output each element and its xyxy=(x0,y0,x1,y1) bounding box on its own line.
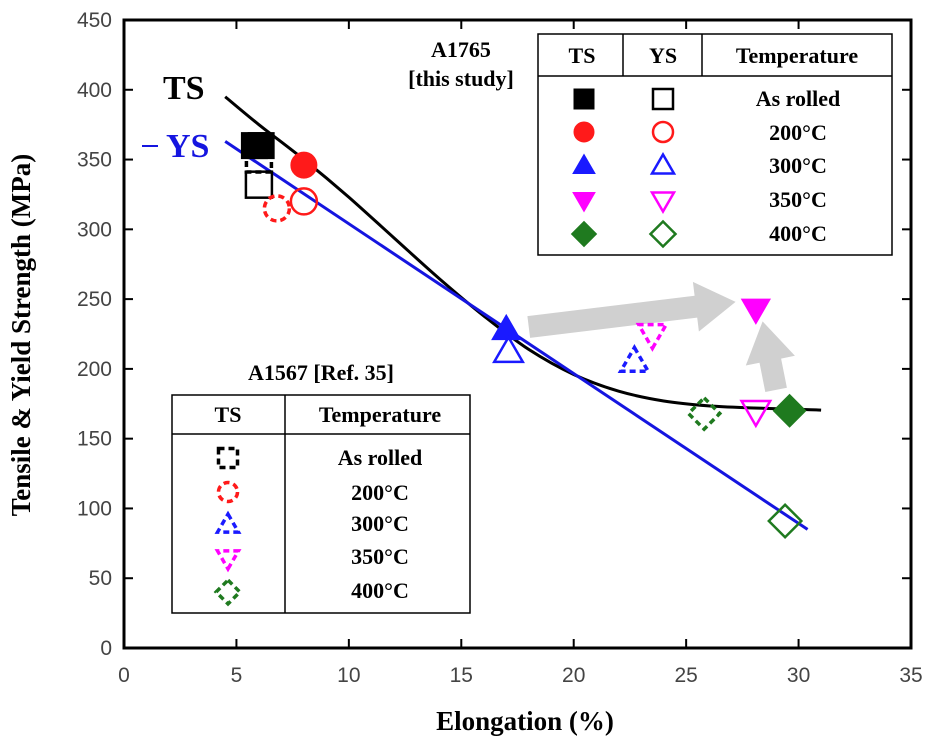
x-tick-label: 15 xyxy=(450,664,473,687)
trend-arrows xyxy=(527,281,795,392)
a1567-ts-400-c-point xyxy=(686,395,723,432)
legend-a1765-row-label: As rolled xyxy=(756,86,841,111)
legend-a1567-ts-marker xyxy=(214,510,242,534)
x-tick-label: 10 xyxy=(337,664,360,687)
y-tick-label: 400 xyxy=(77,79,112,102)
a1765-ts-400-c-point xyxy=(772,393,807,428)
legend-a1567-header-ts: TS xyxy=(215,402,242,427)
legend-a1567-ts-marker xyxy=(216,480,240,504)
y-tick-label: 100 xyxy=(77,497,112,520)
legend-a1567-header-temperature: Temperature xyxy=(319,402,441,427)
x-tick-label: 25 xyxy=(674,664,697,687)
a1765-ys-350-c-point xyxy=(739,399,773,429)
a1765-ys-as-rolled-point xyxy=(244,170,274,199)
a1567-ts-350-c-point xyxy=(635,322,670,352)
a1765-ts-350-c-point xyxy=(740,298,772,325)
legend-a1567-row-label: 200°C xyxy=(351,480,409,505)
legend-a1765-title-line-2: [this study] xyxy=(408,66,514,91)
legend-a1765-row-label: 200°C xyxy=(769,120,827,145)
legend-a1567-row-label: As rolled xyxy=(338,445,423,470)
legend-a1765-ts-marker xyxy=(570,220,598,248)
ts-fit-curve xyxy=(224,95,822,412)
y-tick-label: 250 xyxy=(77,288,112,311)
data-points xyxy=(240,132,807,540)
legend-a1765-row-label: 350°C xyxy=(769,187,827,212)
y-tick-label: 200 xyxy=(77,358,112,381)
trend-arrow xyxy=(745,321,795,392)
legend-a1765-ts-marker xyxy=(573,121,595,143)
y-tick-label: 150 xyxy=(77,428,112,451)
a1567-ts-300-c-point xyxy=(617,344,652,374)
legend-a1765-rows: As rolled 200°C 300°C 350°C 400°C xyxy=(570,86,841,249)
y-tick-label: 300 xyxy=(77,218,112,241)
a1567-ts-as-rolled-point xyxy=(244,145,274,174)
legend-a1765-row-label: 300°C xyxy=(769,153,827,178)
legend-a1765-ys-marker xyxy=(649,191,677,214)
y-tick-label: 0 xyxy=(100,637,112,660)
x-tick-label: 35 xyxy=(899,664,922,687)
legend-a1765-box xyxy=(537,33,893,256)
legend-a1765: A1765 [this study] TS YS Temperature As … xyxy=(408,33,893,256)
legend-a1765-ts-marker xyxy=(572,192,596,213)
legend-a1765-header-temperature: Temperature xyxy=(736,43,858,68)
y-axis-title: Tensile & Yield Strength (MPa) xyxy=(6,154,36,516)
legend-a1765-title-line-1: A1765 xyxy=(431,37,491,62)
legend-a1567-title: A1567 [Ref. 35] xyxy=(248,360,394,385)
x-tick-label: 0 xyxy=(118,664,130,687)
legend-a1567-rows: As rolled 200°C 300°C 350°C 400°C xyxy=(213,445,423,607)
legend-a1567-ts-marker xyxy=(214,549,242,573)
legend-a1765-ys-marker xyxy=(651,87,675,111)
a1567-ts-200-c-point xyxy=(262,194,292,223)
legend-a1567-row-label: 300°C xyxy=(351,511,409,536)
legend-a1567-ts-marker xyxy=(213,577,243,607)
ys-curve-label: YS xyxy=(166,128,209,165)
legend-a1765-ys-marker xyxy=(649,152,677,175)
legend-a1567-row-label: 350°C xyxy=(351,544,409,569)
x-tick-label: 30 xyxy=(787,664,810,687)
a1765-ys-300-c-point xyxy=(492,334,525,364)
y-tick-label: 450 xyxy=(77,9,112,32)
x-tick-label: 5 xyxy=(231,664,243,687)
legend-a1765-header-ts: TS xyxy=(569,43,596,68)
x-tick-label: 20 xyxy=(562,664,585,687)
legend-a1765-header-ys: YS xyxy=(649,43,677,68)
x-axis-title: Elongation (%) xyxy=(436,706,614,736)
legend-a1567: A1567 [Ref. 35] TS Temperature As rolled… xyxy=(171,360,471,614)
legend-a1765-ys-marker xyxy=(651,120,675,144)
trend-arrow xyxy=(527,281,736,338)
legend-a1765-ts-marker xyxy=(572,153,596,174)
legend-a1765-ts-marker xyxy=(573,88,595,110)
plot-frame xyxy=(122,18,913,650)
a1765-ys-400-c-point xyxy=(767,502,804,540)
axes xyxy=(122,18,913,650)
legend-a1567-row-label: 400°C xyxy=(351,578,409,603)
legend-a1567-box xyxy=(171,394,471,614)
y-tick-label: 350 xyxy=(77,149,112,172)
legend-a1765-row-label: 400°C xyxy=(769,221,827,246)
ts-curve-label: TS xyxy=(163,70,205,107)
a1765-ts-200-c-point xyxy=(290,151,318,179)
legend-a1765-ys-marker xyxy=(648,219,678,249)
a1765-ys-200-c-point xyxy=(289,187,319,216)
y-tick-label: 50 xyxy=(89,567,112,590)
ticks: 0 5 10 15 20 25 30 3505010015020025030035040045… xyxy=(77,9,923,687)
